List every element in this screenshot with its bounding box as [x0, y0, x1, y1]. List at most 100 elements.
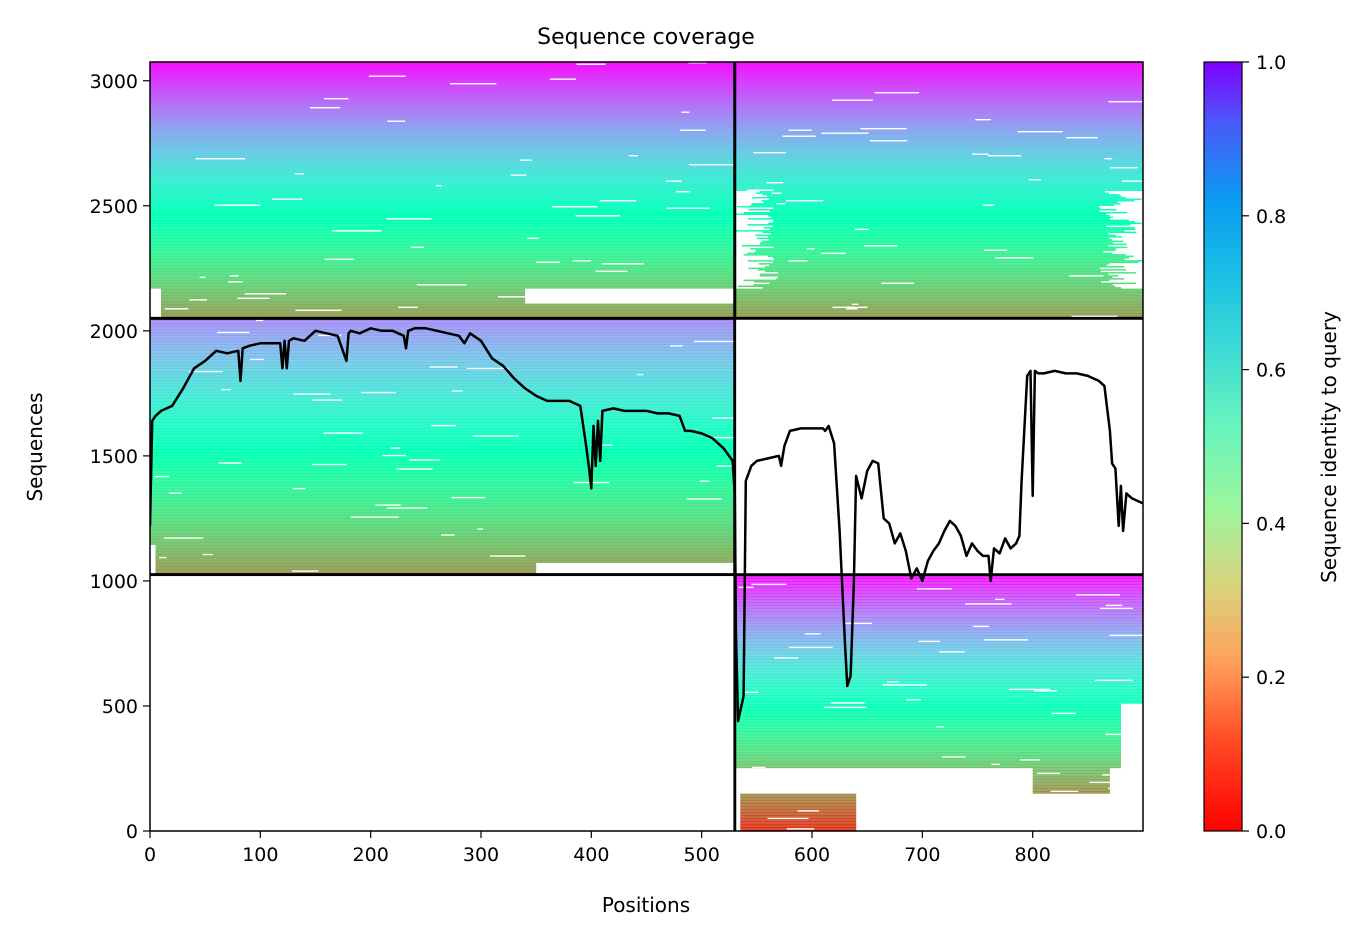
heatmap-row — [734, 702, 1143, 704]
heatmap-row — [150, 502, 735, 505]
heatmap-row — [150, 84, 735, 86]
heatmap-row — [734, 183, 1143, 185]
heatmap-gap — [676, 191, 691, 193]
heatmap-row — [150, 65, 735, 67]
heatmap-row — [734, 146, 1143, 148]
heatmap-row — [155, 552, 735, 554]
heatmap-row — [762, 287, 1122, 289]
heatmap-row — [766, 195, 1122, 197]
heatmap-row — [150, 87, 735, 89]
heatmap-gap — [318, 334, 342, 337]
heatmap-gap — [860, 128, 907, 130]
heatmap-row — [734, 726, 1121, 728]
heatmap-row — [150, 514, 735, 517]
x-tick-label: 500 — [684, 844, 720, 866]
heatmap-row — [150, 522, 735, 524]
heatmap-gap — [229, 275, 239, 277]
heatmap-row — [150, 399, 735, 401]
heatmap-row — [734, 74, 1143, 76]
heatmap-row — [769, 264, 1107, 267]
heatmap-row — [734, 682, 1143, 685]
heatmap-row — [150, 170, 735, 172]
heatmap-row — [161, 302, 526, 304]
heatmap-row — [150, 354, 735, 356]
heatmap-row — [150, 156, 735, 158]
heatmap-gap — [1104, 158, 1113, 160]
heatmap-gap — [806, 248, 815, 250]
heatmap-row — [150, 375, 735, 377]
heatmap-row — [734, 705, 1121, 707]
heatmap-row — [734, 606, 1143, 608]
heatmap-row — [150, 270, 735, 273]
y-tick-label: 1500 — [90, 446, 138, 468]
heatmap-gap — [637, 373, 644, 376]
heatmap-row — [150, 183, 735, 185]
heatmap-row — [150, 409, 735, 412]
heatmap-gap — [975, 119, 991, 121]
heatmap-row — [150, 520, 735, 523]
heatmap-row — [150, 376, 735, 379]
coverage-heatmap — [150, 62, 1143, 831]
heatmap-row — [734, 107, 1143, 109]
heatmap-row — [734, 750, 1121, 752]
heatmap-row — [750, 204, 1115, 206]
heatmap-row — [734, 711, 1121, 713]
heatmap-row — [150, 492, 735, 494]
heatmap-row — [150, 543, 735, 545]
heatmap-gap — [390, 447, 400, 449]
heatmap-row — [150, 459, 735, 461]
heatmap-row — [734, 735, 1121, 737]
heatmap-gap — [1110, 167, 1138, 169]
heatmap-row — [734, 174, 1143, 176]
heatmap-gap — [292, 487, 306, 490]
heatmap-gap — [854, 228, 869, 230]
heatmap-row — [150, 412, 735, 415]
heatmap-gap — [681, 111, 690, 113]
heatmap-gap — [832, 306, 868, 308]
heatmap-gap — [244, 293, 286, 295]
heatmap-row — [161, 290, 526, 292]
heatmap-row — [150, 276, 735, 279]
heatmap-gap — [332, 230, 382, 232]
heatmap-gap — [441, 534, 455, 536]
heatmap-row — [150, 469, 735, 472]
heatmap-gap — [293, 393, 331, 395]
heatmap-gap — [1020, 759, 1040, 761]
heatmap-gap — [1108, 787, 1132, 790]
heatmap-row — [150, 74, 735, 76]
x-axis: 0 100 200 300 400 500 600 700 800 — [144, 831, 1051, 866]
heatmap-row — [1032, 787, 1110, 790]
heatmap-gap — [552, 206, 598, 208]
coverage-line — [150, 327, 1143, 723]
heatmap-gap — [752, 766, 766, 769]
heatmap-gap — [1108, 101, 1143, 103]
heatmap-gap — [936, 726, 944, 728]
heatmap-row — [734, 739, 1121, 742]
heatmap-row — [150, 216, 735, 219]
heatmap-row — [1032, 784, 1110, 787]
heatmap-row — [734, 158, 1143, 160]
heatmap-row — [150, 186, 735, 188]
heatmap-gap — [159, 556, 167, 559]
heatmap-row — [734, 688, 1143, 691]
heatmap-row — [773, 246, 1128, 249]
heatmap-row — [748, 209, 1117, 211]
heatmap-row — [734, 691, 1143, 694]
heatmap-row — [747, 224, 1131, 226]
heatmap-row — [150, 441, 735, 443]
heatmap-row — [734, 760, 1121, 763]
heatmap-gap — [789, 646, 833, 649]
heatmap-row — [734, 751, 1121, 754]
heatmap-row — [734, 288, 1143, 291]
heatmap-row — [150, 498, 735, 500]
heatmap-row — [734, 697, 1143, 700]
heatmap-row — [150, 490, 735, 493]
heatmap-row — [150, 185, 735, 187]
heatmap-row — [150, 150, 735, 152]
heatmap-row — [734, 681, 1143, 683]
heatmap-row — [150, 430, 735, 433]
heatmap-row — [734, 128, 1143, 130]
heatmap-row — [150, 327, 735, 329]
x-tick-label: 600 — [794, 844, 830, 866]
heatmap-row — [150, 370, 735, 373]
